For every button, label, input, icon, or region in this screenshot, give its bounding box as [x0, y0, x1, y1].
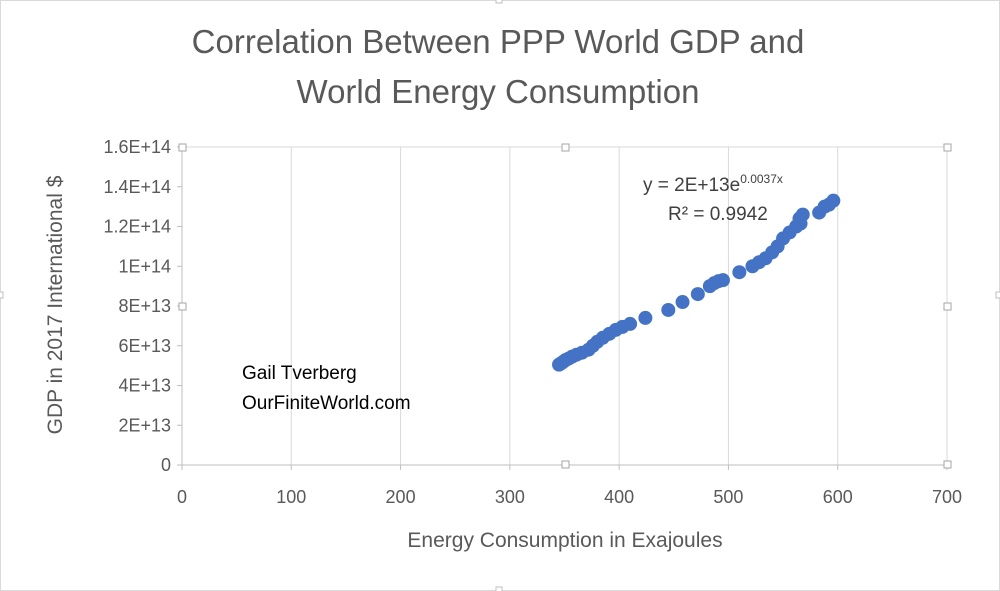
chart-title-line2: World Energy Consumption [297, 73, 700, 110]
x-tick-label: 400 [604, 487, 634, 507]
x-tick-label: 300 [495, 487, 525, 507]
plot-handle-top-middle[interactable] [561, 143, 570, 152]
website-annotation: OurFiniteWorld.com [242, 393, 411, 414]
y-axis-title: GDP in 2017 International $ [44, 175, 67, 434]
x-axis-title: Energy Consumption in Exajoules [407, 529, 722, 552]
chart-handle-bottom[interactable] [495, 586, 503, 591]
data-point [675, 295, 690, 310]
plot-handle-top-left[interactable] [178, 143, 187, 152]
y-tick-label: 8E+13 [118, 296, 171, 316]
x-tick-label: 600 [823, 487, 853, 507]
plot-handle-right-middle[interactable] [943, 302, 952, 311]
trendline-r-squared: R² = 0.9942 [668, 204, 768, 225]
y-tick-label: 1E+14 [118, 256, 171, 276]
y-tick-label: 6E+13 [118, 336, 171, 356]
author-annotation: Gail Tverberg [242, 363, 357, 384]
chart-title-line1: Correlation Between PPP World GDP and [192, 23, 805, 60]
chart-handle-left[interactable] [0, 291, 4, 299]
chart-handle-right[interactable] [995, 291, 1000, 299]
x-tick-label: 200 [386, 487, 416, 507]
axis-layer: 0 2E+13 4E+13 6E+13 8E+13 1E+14 1.2E+14 1.4E+14… [103, 137, 962, 507]
plot-handle-left-middle[interactable] [178, 302, 187, 311]
y-tick-label: 1.6E+14 [103, 137, 171, 157]
x-tick-label: 700 [932, 487, 962, 507]
plot-handle-bottom-middle[interactable] [561, 460, 570, 469]
data-point [793, 216, 808, 231]
x-tick-label: 0 [177, 487, 187, 507]
data-point [715, 273, 730, 288]
y-tick-label: 4E+13 [118, 376, 171, 396]
plot-handle-top-right[interactable] [943, 143, 952, 152]
data-point [732, 265, 747, 280]
plot-area-handles [178, 143, 952, 469]
x-tick-label: 100 [276, 487, 306, 507]
chart-handle-top[interactable] [495, 0, 503, 4]
data-point [661, 302, 676, 317]
plot-handle-bottom-right[interactable] [943, 460, 952, 469]
points-layer [552, 193, 841, 372]
data-point [826, 193, 841, 208]
y-tick-label: 1.2E+14 [103, 217, 171, 237]
y-tick-label: 0 [161, 455, 171, 475]
data-point [623, 316, 638, 331]
x-tick-label: 500 [713, 487, 743, 507]
y-tick-label: 2E+13 [118, 415, 171, 435]
trendline-equation: y = 2E+13e0.0037x [643, 172, 783, 196]
y-tick-label: 1.4E+14 [103, 177, 171, 197]
data-point [638, 310, 653, 325]
data-point [690, 287, 705, 302]
